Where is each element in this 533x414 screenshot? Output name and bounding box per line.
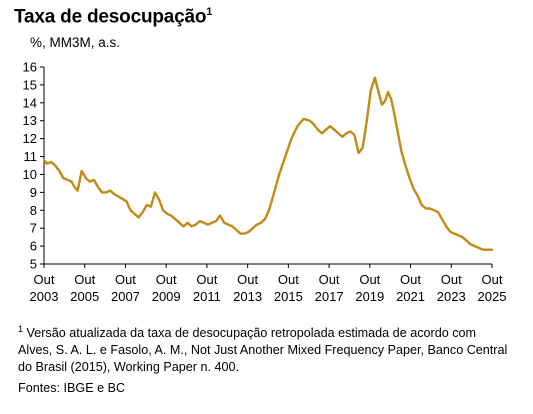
x-tick-label-month: Out [319, 272, 340, 287]
x-tick-label-month: Out [34, 272, 55, 287]
x-tick-label-year: 2009 [152, 289, 181, 304]
y-tick-label: 12 [23, 131, 37, 146]
x-tick-label-month: Out [74, 272, 95, 287]
y-tick-label: 7 [30, 221, 37, 236]
y-tick-label: 13 [23, 113, 37, 128]
x-tick-label-year: 2017 [315, 289, 344, 304]
x-tick-label-month: Out [359, 272, 380, 287]
y-tick-label: 6 [30, 239, 37, 254]
y-tick-label: 14 [23, 95, 37, 110]
y-tick-label: 5 [30, 257, 37, 272]
x-tick-label-month: Out [115, 272, 136, 287]
footnote-marker: 1 [18, 324, 24, 334]
chart-title: Taxa de desocupação1 [14, 6, 213, 28]
x-tick-label-month: Out [278, 272, 299, 287]
series-line-unemployment-rate [42, 76, 494, 251]
x-tick-label-year: 2023 [437, 289, 466, 304]
footnote-text: Versão atualizada da taxa de desocupação… [18, 326, 508, 375]
x-tick-label-month: Out [482, 272, 503, 287]
x-tick-label-month: Out [400, 272, 421, 287]
y-tick-label: 8 [30, 203, 37, 218]
x-tick-label-year: 2005 [70, 289, 99, 304]
y-tick-label: 16 [23, 60, 37, 75]
x-tick-label-year: 2015 [274, 289, 303, 304]
title-footnote-marker: 1 [206, 6, 213, 18]
chart-axes: 5 6 7 8 9 10 11 12 13 14 15 16 Out 2003 Out 2005 Out 2007… [23, 60, 507, 305]
x-tick-label-month: Out [441, 272, 462, 287]
y-tick-label: 11 [24, 149, 38, 164]
x-tick-label-month: Out [237, 272, 258, 287]
y-tick-label: 15 [23, 77, 37, 92]
x-tick-label-year: 2003 [30, 289, 59, 304]
x-tick-label-year: 2011 [193, 289, 221, 304]
line-chart: 5 6 7 8 9 10 11 12 13 14 15 16 Out 2003 Out 2005 Out 2007… [23, 60, 507, 305]
x-tick-label-year: 2025 [478, 289, 507, 304]
x-tick-label-year: 2021 [396, 289, 425, 304]
y-tick-label: 9 [30, 185, 37, 200]
sources: Fontes: IBGE e BC [18, 381, 126, 395]
x-tick-label-year: 2007 [111, 289, 140, 304]
x-tick-label-month: Out [156, 272, 177, 287]
y-tick-label: 10 [23, 167, 37, 182]
chart-marks [42, 76, 494, 251]
x-tick-label-year: 2013 [233, 289, 262, 304]
x-tick-label-month: Out [196, 272, 217, 287]
x-tick-label-year: 2019 [355, 289, 384, 304]
chart-unit-label: %, MM3M, a.s. [30, 35, 121, 50]
footnote: 1 Versão atualizada da taxa de desocupaç… [18, 321, 508, 376]
